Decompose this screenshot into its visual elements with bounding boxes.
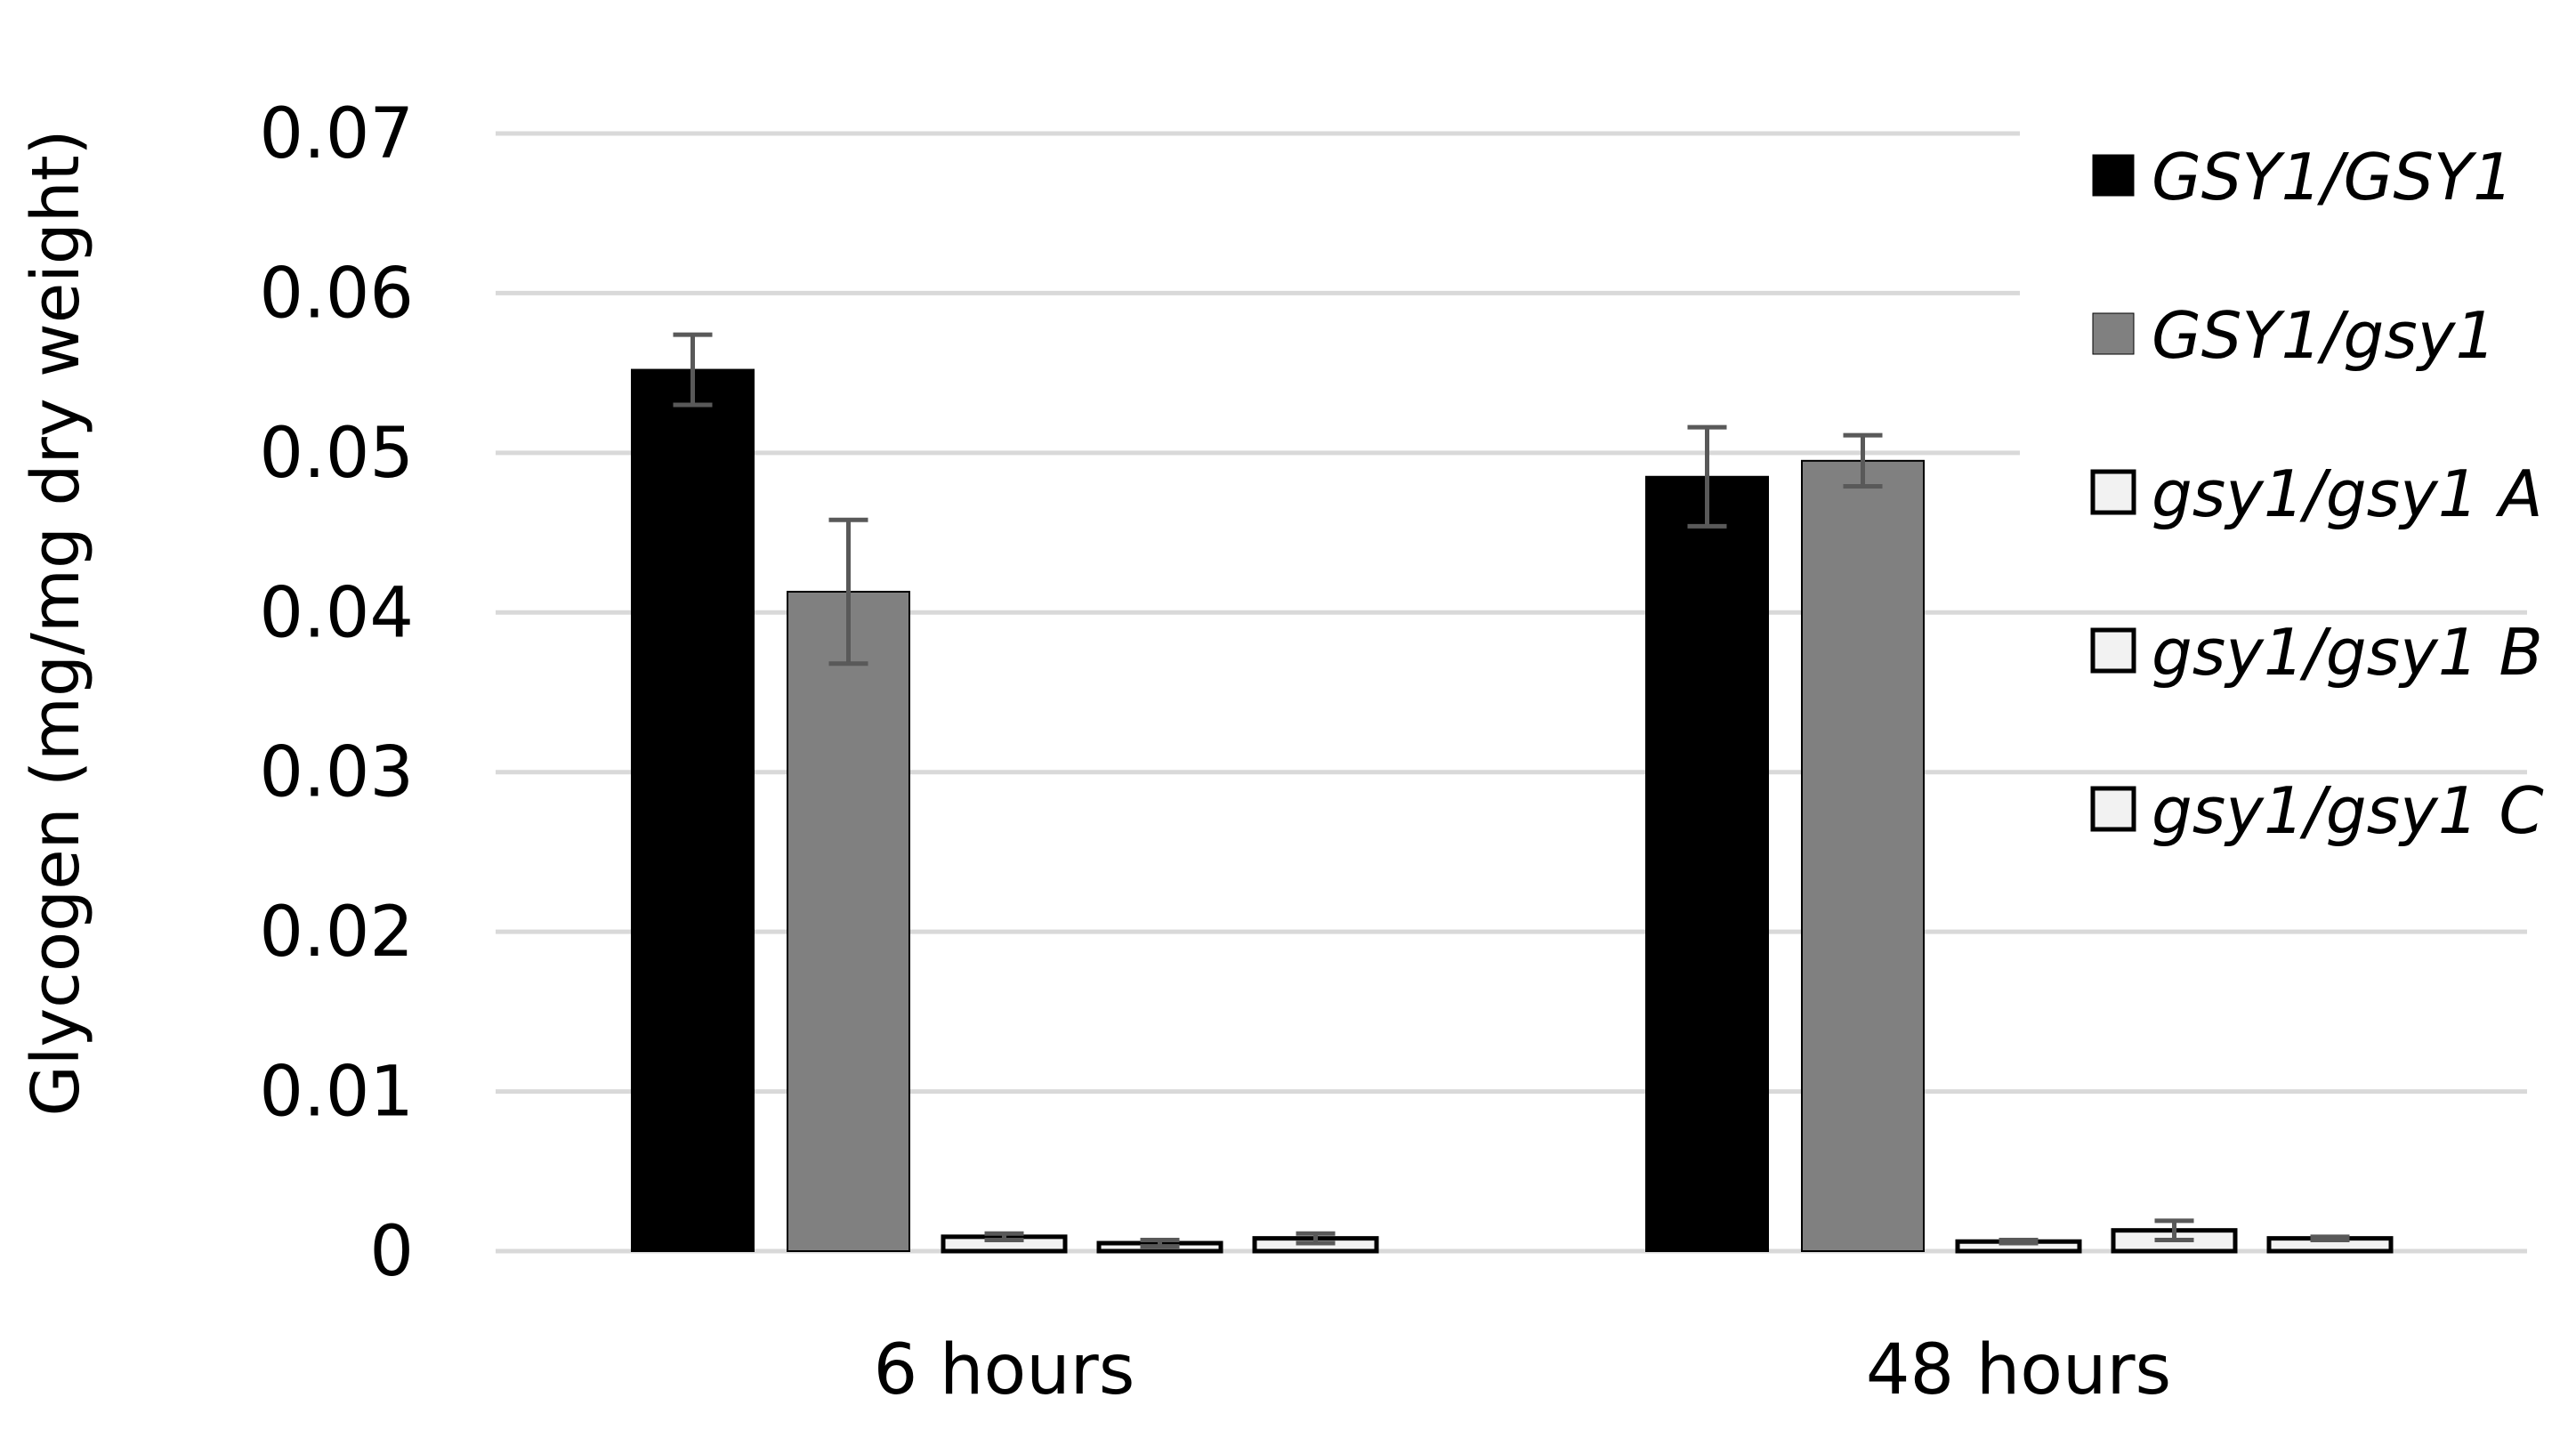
x-category-label: 48 hours — [1866, 1330, 2171, 1410]
y-tick-label: 0.01 — [259, 1053, 414, 1133]
legend: GSY1/GSY1 GSY1/gsy1 gsy1/gsy1 A gsy1/gsy1 B… — [2090, 140, 2544, 848]
x-axis-categories: 6 hours 48 hours — [874, 1330, 2172, 1410]
bar — [631, 368, 755, 1253]
y-tick-label: 0 — [369, 1212, 414, 1292]
y-axis-ticks: 0 0.01 0.02 0.03 0.04 0.05 0.06 0.07 — [259, 94, 414, 1292]
y-tick-label: 0.06 — [259, 254, 414, 334]
legend-label: GSY1/gsy1 — [2152, 298, 2496, 373]
bar — [1645, 475, 1769, 1252]
legend-label: gsy1/gsy1 B — [2152, 615, 2543, 690]
legend-swatch — [2090, 786, 2136, 832]
bars — [631, 368, 2394, 1254]
x-category-label: 6 hours — [874, 1330, 1135, 1410]
y-tick-label: 0.05 — [259, 414, 414, 494]
y-tick-label: 0.03 — [259, 733, 414, 813]
bar — [1801, 459, 1925, 1252]
legend-swatch — [2092, 312, 2135, 355]
legend-label: GSY1/GSY1 — [2152, 140, 2514, 214]
y-axis-title: Glycogen (mg/mg dry weight) — [18, 129, 94, 1116]
y-tick-label: 0.04 — [259, 573, 414, 653]
legend-label: gsy1/gsy1 C — [2152, 773, 2544, 848]
error-bars — [673, 332, 2350, 1249]
legend-swatch — [2092, 154, 2135, 197]
y-tick-label: 0.02 — [259, 893, 414, 973]
legend-label: gsy1/gsy1 A — [2152, 456, 2543, 531]
y-tick-label: 0.07 — [259, 94, 414, 174]
legend-swatch — [2090, 627, 2136, 674]
bar — [787, 590, 910, 1252]
legend-swatch — [2090, 469, 2136, 515]
